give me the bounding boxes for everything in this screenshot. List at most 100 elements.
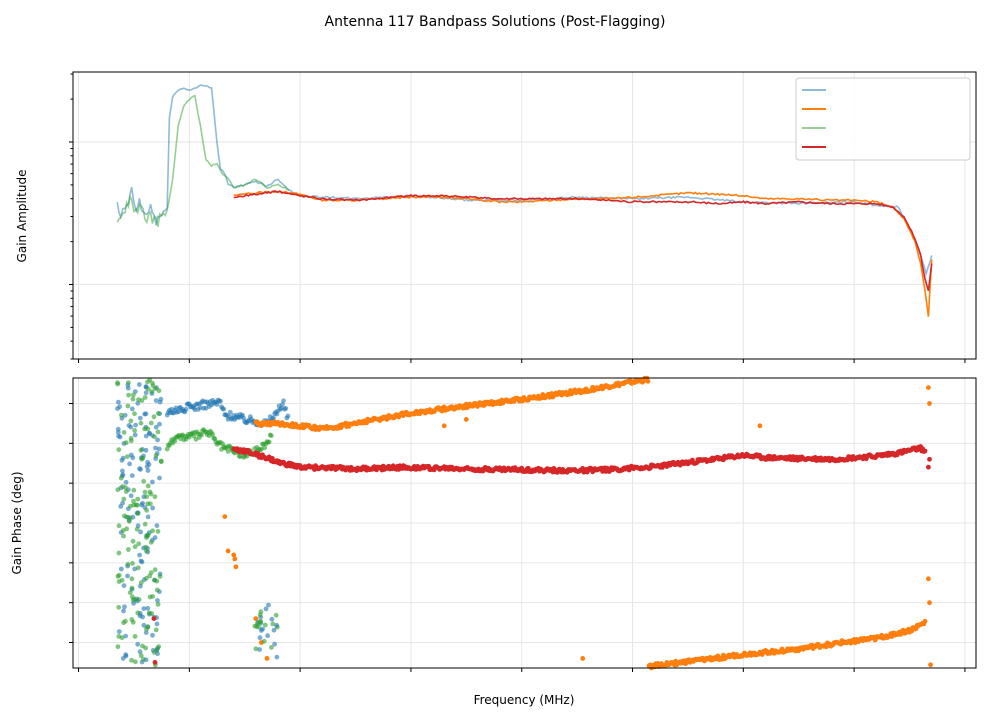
phase-point-0	[120, 468, 125, 474]
phase-point-1	[125, 403, 131, 409]
phase-point-1	[151, 414, 157, 420]
phase-point-0	[158, 396, 164, 402]
phase-point-1	[134, 526, 140, 532]
phase-point-1	[132, 411, 137, 417]
phase-point-1	[136, 397, 141, 403]
phase-point-2	[441, 423, 447, 429]
phase-point-1	[116, 634, 122, 639]
phase-point-1	[121, 430, 127, 435]
phase-point-1	[152, 386, 158, 391]
phase-point-1	[144, 575, 149, 581]
phase-point-0	[138, 467, 143, 472]
phase-point-0	[141, 622, 147, 628]
phase-point-1	[124, 514, 129, 520]
phase-point-1	[172, 438, 178, 444]
phase-point-1	[151, 650, 157, 655]
phase-point-0	[125, 385, 131, 391]
phase-point-1	[115, 487, 121, 493]
phase-point-extra	[261, 638, 267, 644]
phase-point-0	[155, 437, 161, 443]
phase-point-1	[128, 503, 133, 509]
phase-point-1	[199, 432, 204, 438]
phase-point-1	[147, 573, 153, 579]
phase-point-1	[152, 567, 158, 573]
phase-point-extra	[274, 622, 280, 628]
phase-point-1	[148, 420, 154, 426]
phase-point-extra	[272, 641, 277, 647]
amplitude-panel: Gain Amplitude	[15, 71, 977, 363]
phase-point-1	[121, 620, 126, 626]
phase-point-0	[142, 411, 148, 417]
phase-point-0	[221, 406, 227, 412]
phase-point-0	[157, 475, 162, 481]
phase-point-0	[129, 406, 135, 412]
phase-point-1	[119, 412, 124, 418]
phase-point-extra	[266, 602, 271, 608]
phase-ticks	[69, 402, 966, 672]
phase-point-extra	[254, 621, 260, 627]
phase-point-1	[148, 491, 154, 497]
phase-point-1	[129, 576, 135, 582]
phase-point-0	[128, 424, 134, 430]
phase-point-extra	[257, 635, 263, 641]
phase-point-0	[143, 447, 149, 453]
phase-point-1	[135, 565, 141, 571]
phase-point-0	[137, 552, 143, 558]
phase-point-1	[130, 538, 136, 544]
phase-point-0	[145, 468, 151, 473]
phase-point-1	[116, 572, 122, 578]
phase-point-0	[150, 479, 155, 485]
phase-point-0	[173, 405, 179, 411]
phase-point-extra	[269, 616, 275, 622]
phase-point-2	[927, 401, 932, 406]
phase-point-2	[222, 514, 228, 519]
phase-point-1	[138, 447, 144, 453]
phase-point-0	[117, 434, 123, 440]
phase-point-1	[141, 478, 147, 484]
phase-point-1	[126, 392, 131, 398]
phase-point-0	[117, 404, 123, 410]
phase-point-0	[138, 558, 144, 564]
phase-point-1	[115, 644, 121, 650]
phase-point-1	[149, 389, 155, 394]
phase-point-0	[115, 429, 121, 435]
phase-point-extra	[265, 633, 270, 639]
phase-point-1	[128, 435, 134, 441]
phase-point-1	[130, 396, 136, 402]
phase-point-0	[136, 382, 142, 387]
phase-point-1	[153, 453, 159, 458]
legend	[795, 77, 971, 161]
phase-point-1	[268, 433, 274, 439]
phase-point-extra	[271, 627, 277, 633]
phase-point-1	[116, 447, 122, 453]
phase-point-1	[121, 533, 126, 539]
phase-point-1	[155, 529, 161, 534]
phase-point-3	[926, 464, 931, 470]
phase-point-2	[231, 552, 237, 558]
phase-point-0	[123, 633, 128, 639]
phase-point-0	[128, 452, 134, 458]
phase-point-1	[143, 645, 149, 651]
phase-point-2	[253, 616, 259, 621]
phase-point-0	[214, 402, 220, 407]
amplitude-axes-frame	[72, 71, 977, 360]
phase-point-1	[120, 528, 126, 533]
phase-point-1	[129, 657, 135, 663]
phase-point-1	[116, 604, 122, 610]
phase-point-0	[133, 422, 139, 428]
phase-point-1	[155, 602, 161, 607]
phase-point-1	[118, 475, 124, 481]
phase-point-1	[155, 429, 161, 435]
phase-point-1	[144, 626, 149, 632]
phase-point-2	[264, 656, 270, 661]
phase-point-3	[927, 456, 932, 462]
phase-point-1	[125, 380, 131, 385]
phase-point-1	[158, 458, 164, 464]
phase-point-extra	[274, 654, 280, 660]
phase-point-1	[138, 420, 144, 426]
phase-point-1	[142, 489, 148, 495]
phase-point-extra	[253, 646, 259, 652]
phase-point-0	[145, 514, 151, 520]
phase-point-extra	[273, 612, 279, 618]
phase-point-1	[133, 659, 138, 665]
